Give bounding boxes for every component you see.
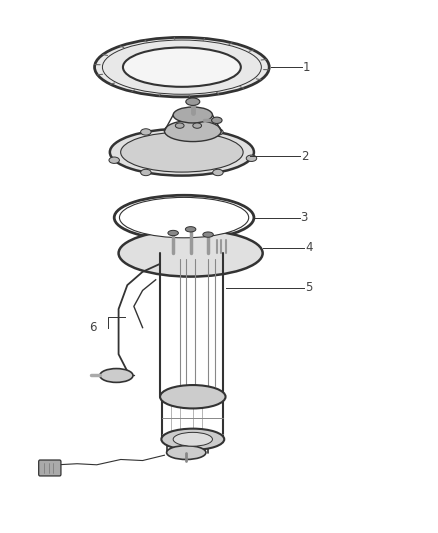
Ellipse shape — [168, 230, 178, 236]
Text: 4: 4 — [305, 241, 312, 254]
Ellipse shape — [246, 155, 257, 161]
Ellipse shape — [109, 157, 120, 164]
Text: 2: 2 — [300, 150, 308, 163]
Ellipse shape — [160, 385, 226, 408]
Ellipse shape — [110, 129, 254, 175]
Ellipse shape — [173, 107, 212, 123]
Ellipse shape — [100, 368, 133, 382]
Ellipse shape — [120, 197, 249, 238]
FancyBboxPatch shape — [39, 460, 61, 476]
Ellipse shape — [173, 432, 212, 446]
Ellipse shape — [141, 129, 151, 135]
Ellipse shape — [120, 132, 243, 172]
Text: 5: 5 — [305, 281, 312, 294]
Ellipse shape — [186, 98, 200, 106]
Ellipse shape — [161, 429, 224, 450]
Ellipse shape — [164, 120, 221, 142]
Ellipse shape — [141, 169, 151, 176]
Ellipse shape — [212, 117, 222, 124]
Text: 6: 6 — [89, 321, 97, 334]
Ellipse shape — [175, 123, 184, 128]
Ellipse shape — [185, 227, 196, 232]
Ellipse shape — [114, 195, 254, 240]
Ellipse shape — [166, 446, 206, 459]
Text: 3: 3 — [300, 211, 308, 224]
Ellipse shape — [213, 169, 223, 176]
Ellipse shape — [213, 129, 223, 135]
Ellipse shape — [123, 47, 241, 87]
Ellipse shape — [119, 230, 263, 277]
Ellipse shape — [203, 232, 213, 237]
Text: 1: 1 — [303, 61, 311, 74]
Ellipse shape — [95, 37, 269, 97]
Ellipse shape — [193, 123, 201, 128]
